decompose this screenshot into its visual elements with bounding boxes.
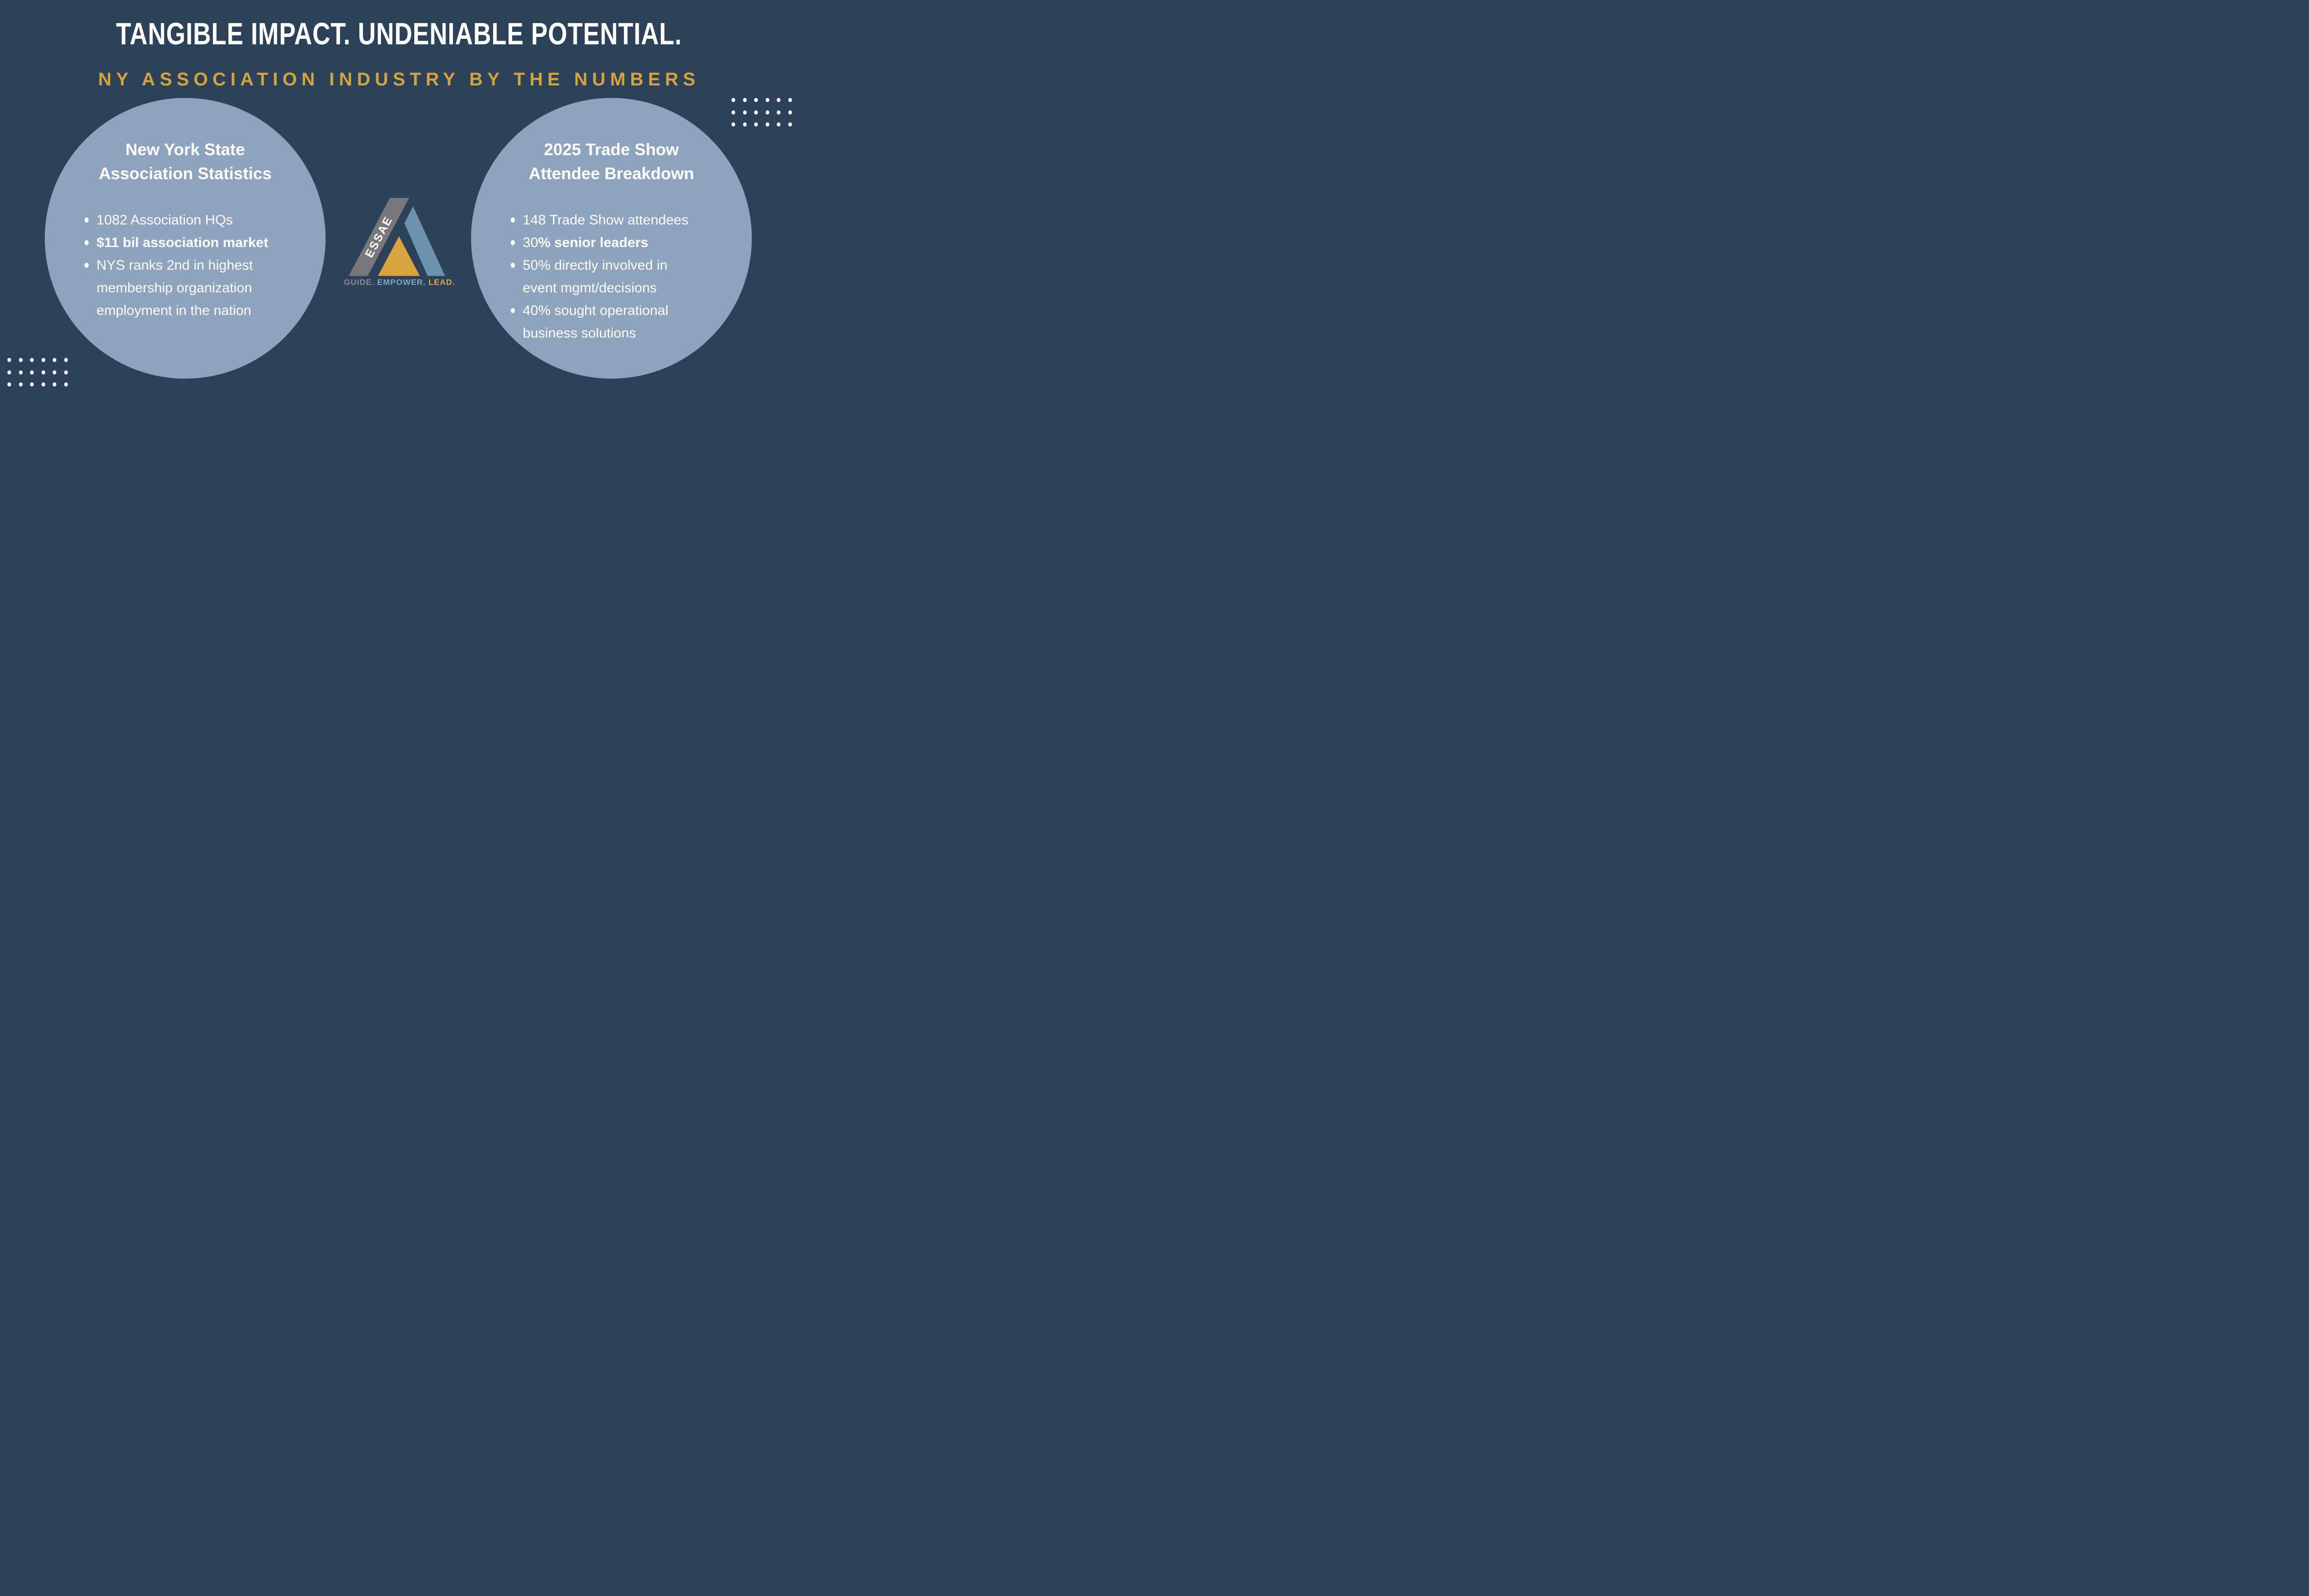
dot (788, 110, 792, 115)
dot (53, 382, 56, 387)
dot (64, 358, 68, 362)
essae-logo-icon: ESSAE (349, 198, 445, 276)
dot (788, 122, 792, 127)
dot (777, 98, 780, 102)
infographic-slide: TANGIBLE IMPACT. UNDENIABLE POTENTIAL. N… (0, 0, 798, 399)
dot (30, 358, 34, 362)
dot-grid-bottom-left (7, 358, 75, 395)
dot (18, 358, 23, 362)
dot (18, 382, 23, 387)
dot (41, 358, 45, 362)
dot (41, 370, 45, 375)
dot (7, 370, 11, 375)
dot (731, 98, 735, 102)
stat-circle-ny-statistics: New York State Association Statistics 10… (45, 98, 326, 379)
dot (743, 122, 747, 127)
bullet-item: $11 bil association market (85, 231, 268, 254)
dot (18, 370, 23, 375)
dot (754, 110, 758, 115)
stat-circle-trade-show: 2025 Trade Show Attendee Breakdown 148 T… (471, 98, 752, 379)
dot (765, 122, 769, 127)
bullet-item: 1082 Association HQs (85, 209, 268, 231)
dot (30, 370, 34, 375)
dot (53, 358, 56, 362)
dot (7, 358, 11, 362)
logo-tagline: GUIDE. EMPOWER. LEAD. (330, 277, 469, 287)
circle-heading-line1: 2025 Trade Show (544, 140, 679, 159)
dot (41, 382, 45, 387)
dot (731, 122, 735, 127)
bullet-item: 30% senior leaders (511, 231, 689, 254)
circle-heading: New York State Association Statistics (45, 138, 326, 186)
sub-headline: NY ASSOCIATION INDUSTRY BY THE NUMBERS (0, 67, 798, 91)
tagline-guide: GUIDE. (344, 278, 375, 287)
dot (731, 110, 735, 115)
sub-headline-text: NY ASSOCIATION INDUSTRY BY THE NUMBERS (98, 69, 700, 90)
tagline-empower: EMPOWER. (377, 278, 426, 287)
circle-heading-line2: Attendee Breakdown (528, 164, 695, 183)
dot (7, 382, 11, 387)
bullet-list: 148 Trade Show attendees 30% senior leade… (511, 209, 689, 345)
dot-grid-top-right (731, 98, 798, 135)
circle-heading-line1: New York State (125, 140, 245, 159)
circle-heading-line2: Association Statistics (98, 164, 272, 183)
headline: TANGIBLE IMPACT. UNDENIABLE POTENTIAL. (0, 16, 798, 53)
dot (777, 110, 780, 115)
dot (788, 98, 792, 102)
dot (30, 382, 34, 387)
dot (743, 110, 747, 115)
dot (64, 382, 68, 387)
circle-heading: 2025 Trade Show Attendee Breakdown (471, 138, 752, 186)
dot (754, 122, 758, 127)
tagline-lead: LEAD. (428, 278, 455, 287)
dot (754, 98, 758, 102)
dot (53, 370, 56, 375)
bullet-item: 40% sought operational business solutions (511, 299, 689, 345)
dot (64, 370, 68, 375)
bullet-item: 50% directly involved in event mgmt/decis… (511, 254, 689, 299)
bullet-list: 1082 Association HQs $11 bil association … (85, 209, 268, 322)
bullet-item: NYS ranks 2nd in highest membership organ… (85, 254, 268, 322)
dot (777, 122, 780, 127)
headline-text: TANGIBLE IMPACT. UNDENIABLE POTENTIAL. (116, 17, 682, 51)
dot (765, 110, 769, 115)
bullet-item: 148 Trade Show attendees (511, 209, 689, 231)
dot (765, 98, 769, 102)
dot (743, 98, 747, 102)
